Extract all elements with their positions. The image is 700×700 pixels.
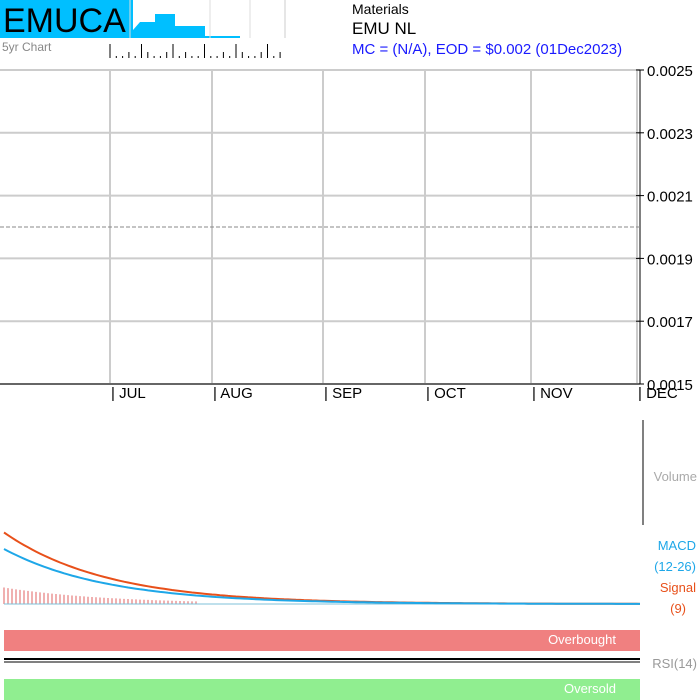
month-label: | NOV	[532, 385, 573, 402]
sparkline-label: 5yr Chart	[2, 40, 52, 54]
ticker-background	[0, 0, 133, 38]
month-axis: | JUL | AUG | SEP | OCT | NOV | DEC	[111, 385, 678, 402]
y-tick-label: 0.0023	[647, 126, 693, 143]
signal-params: (9)	[670, 601, 686, 616]
oversold-label: Oversold	[564, 681, 616, 696]
rsi-label: RSI(14)	[652, 656, 697, 671]
y-tick-label: 0.0015	[647, 377, 693, 394]
price-y-axis: 0.0025 0.0023 0.0021 0.0019 0.0017 0.0015	[636, 63, 693, 394]
month-label: | AUG	[213, 385, 253, 402]
month-label: | OCT	[426, 385, 466, 402]
summary-line: MC = (N/A), EOD = $0.002 (01Dec2023)	[352, 41, 622, 58]
signal-label: Signal	[660, 580, 696, 595]
y-tick-label: 0.0019	[647, 251, 693, 268]
overbought-label: Overbought	[548, 632, 616, 647]
month-label: | SEP	[324, 385, 362, 402]
ticker-symbol: EMUCA	[3, 2, 126, 40]
overbought-band	[4, 630, 640, 651]
volume-label: Volume	[654, 469, 697, 484]
sector-label: Materials	[352, 1, 409, 17]
y-tick-label: 0.0017	[647, 314, 693, 331]
y-tick-label: 0.0021	[647, 189, 693, 206]
month-label: | JUL	[111, 385, 146, 402]
month-label: | DEC	[638, 385, 678, 402]
oversold-band	[4, 679, 640, 700]
price-grid	[0, 69, 640, 385]
macd-line	[3, 548, 640, 605]
macd-params: (12-26)	[654, 559, 696, 574]
sparkline-area	[133, 14, 285, 38]
five-year-sparkline	[109, 0, 286, 58]
company-name: EMU NL	[352, 19, 416, 38]
y-tick-label: 0.0025	[647, 63, 693, 80]
signal-line	[3, 531, 641, 605]
macd-label: MACD	[658, 538, 696, 553]
